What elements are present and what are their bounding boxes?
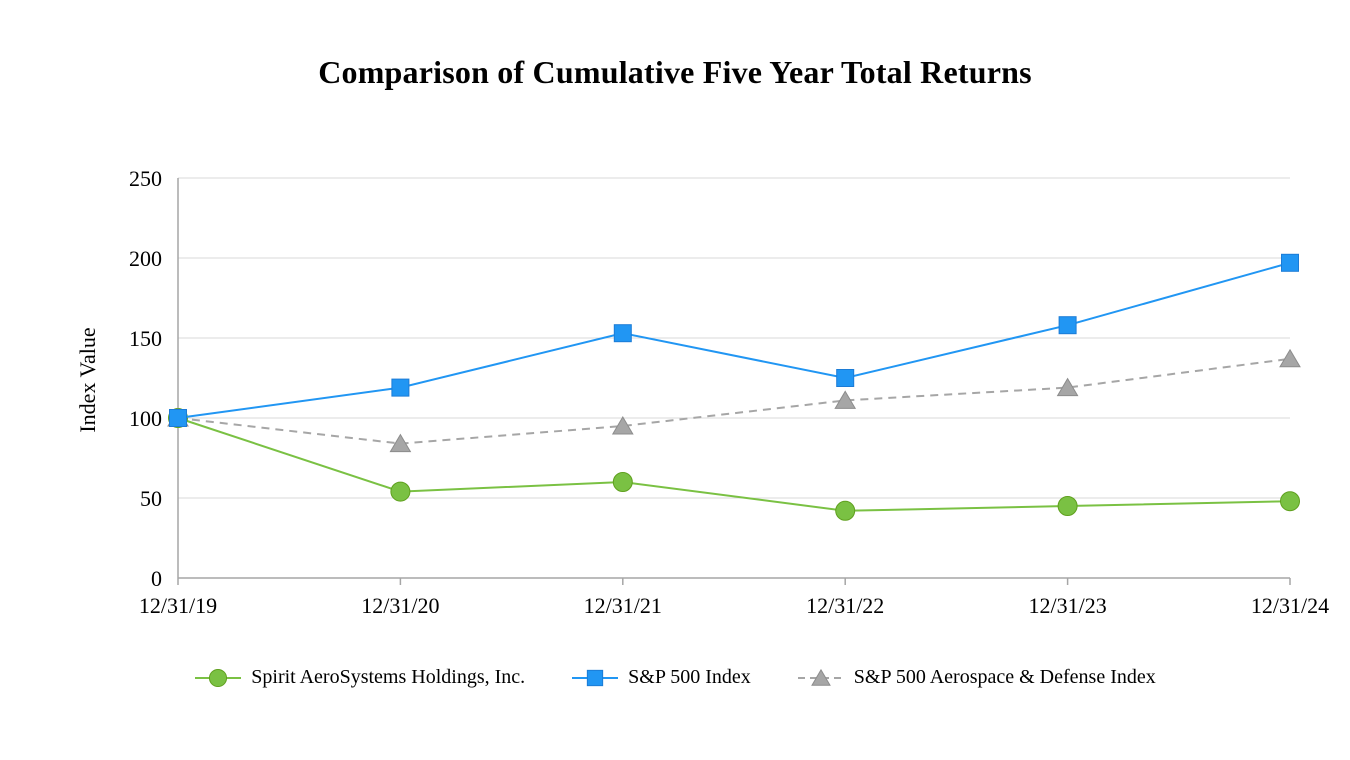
svg-text:12/31/21: 12/31/21 — [584, 593, 662, 618]
svg-text:12/31/23: 12/31/23 — [1028, 593, 1106, 618]
legend-item-spirit-aerosystems: Spirit AeroSystems Holdings, Inc. — [194, 666, 525, 689]
svg-text:12/31/19: 12/31/19 — [139, 593, 217, 618]
svg-text:0: 0 — [151, 566, 162, 591]
svg-text:12/31/24: 12/31/24 — [1251, 593, 1329, 618]
legend-label: S&P 500 Aerospace & Defense Index — [853, 666, 1156, 688]
legend-label: S&P 500 Index — [628, 666, 751, 688]
legend-label: Spirit AeroSystems Holdings, Inc. — [251, 666, 526, 688]
svg-text:150: 150 — [129, 326, 162, 351]
series-1 — [169, 253, 1299, 427]
svg-text:50: 50 — [140, 486, 162, 511]
svg-text:12/31/20: 12/31/20 — [361, 593, 439, 618]
chart-title: Comparison of Cumulative Five Year Total… — [318, 54, 1032, 90]
square-marker-icon — [571, 667, 619, 689]
legend-item-sp500-aerospace-defense: S&P 500 Aerospace & Defense Index — [797, 666, 1156, 689]
series-2 — [167, 348, 1301, 453]
svg-text:200: 200 — [129, 246, 162, 271]
legend-item-sp500: S&P 500 Index — [571, 666, 751, 689]
triangle-marker-icon — [797, 667, 845, 689]
svg-text:250: 250 — [129, 166, 162, 191]
circle-marker-icon — [194, 667, 242, 689]
axes — [177, 178, 1290, 579]
svg-text:100: 100 — [129, 406, 162, 431]
series-0 — [168, 408, 1300, 521]
x-axis-ticks: 12/31/19 12/31/20 12/31/21 12/31/22 12/31/23… — [139, 578, 1329, 618]
chart-legend: Spirit AeroSystems Holdings, Inc. S&P 50… — [0, 666, 1350, 689]
y-axis-ticks: 0 50 100 150 200 250 — [129, 166, 162, 591]
gridlines — [178, 177, 1290, 499]
svg-text:12/31/22: 12/31/22 — [806, 593, 884, 618]
